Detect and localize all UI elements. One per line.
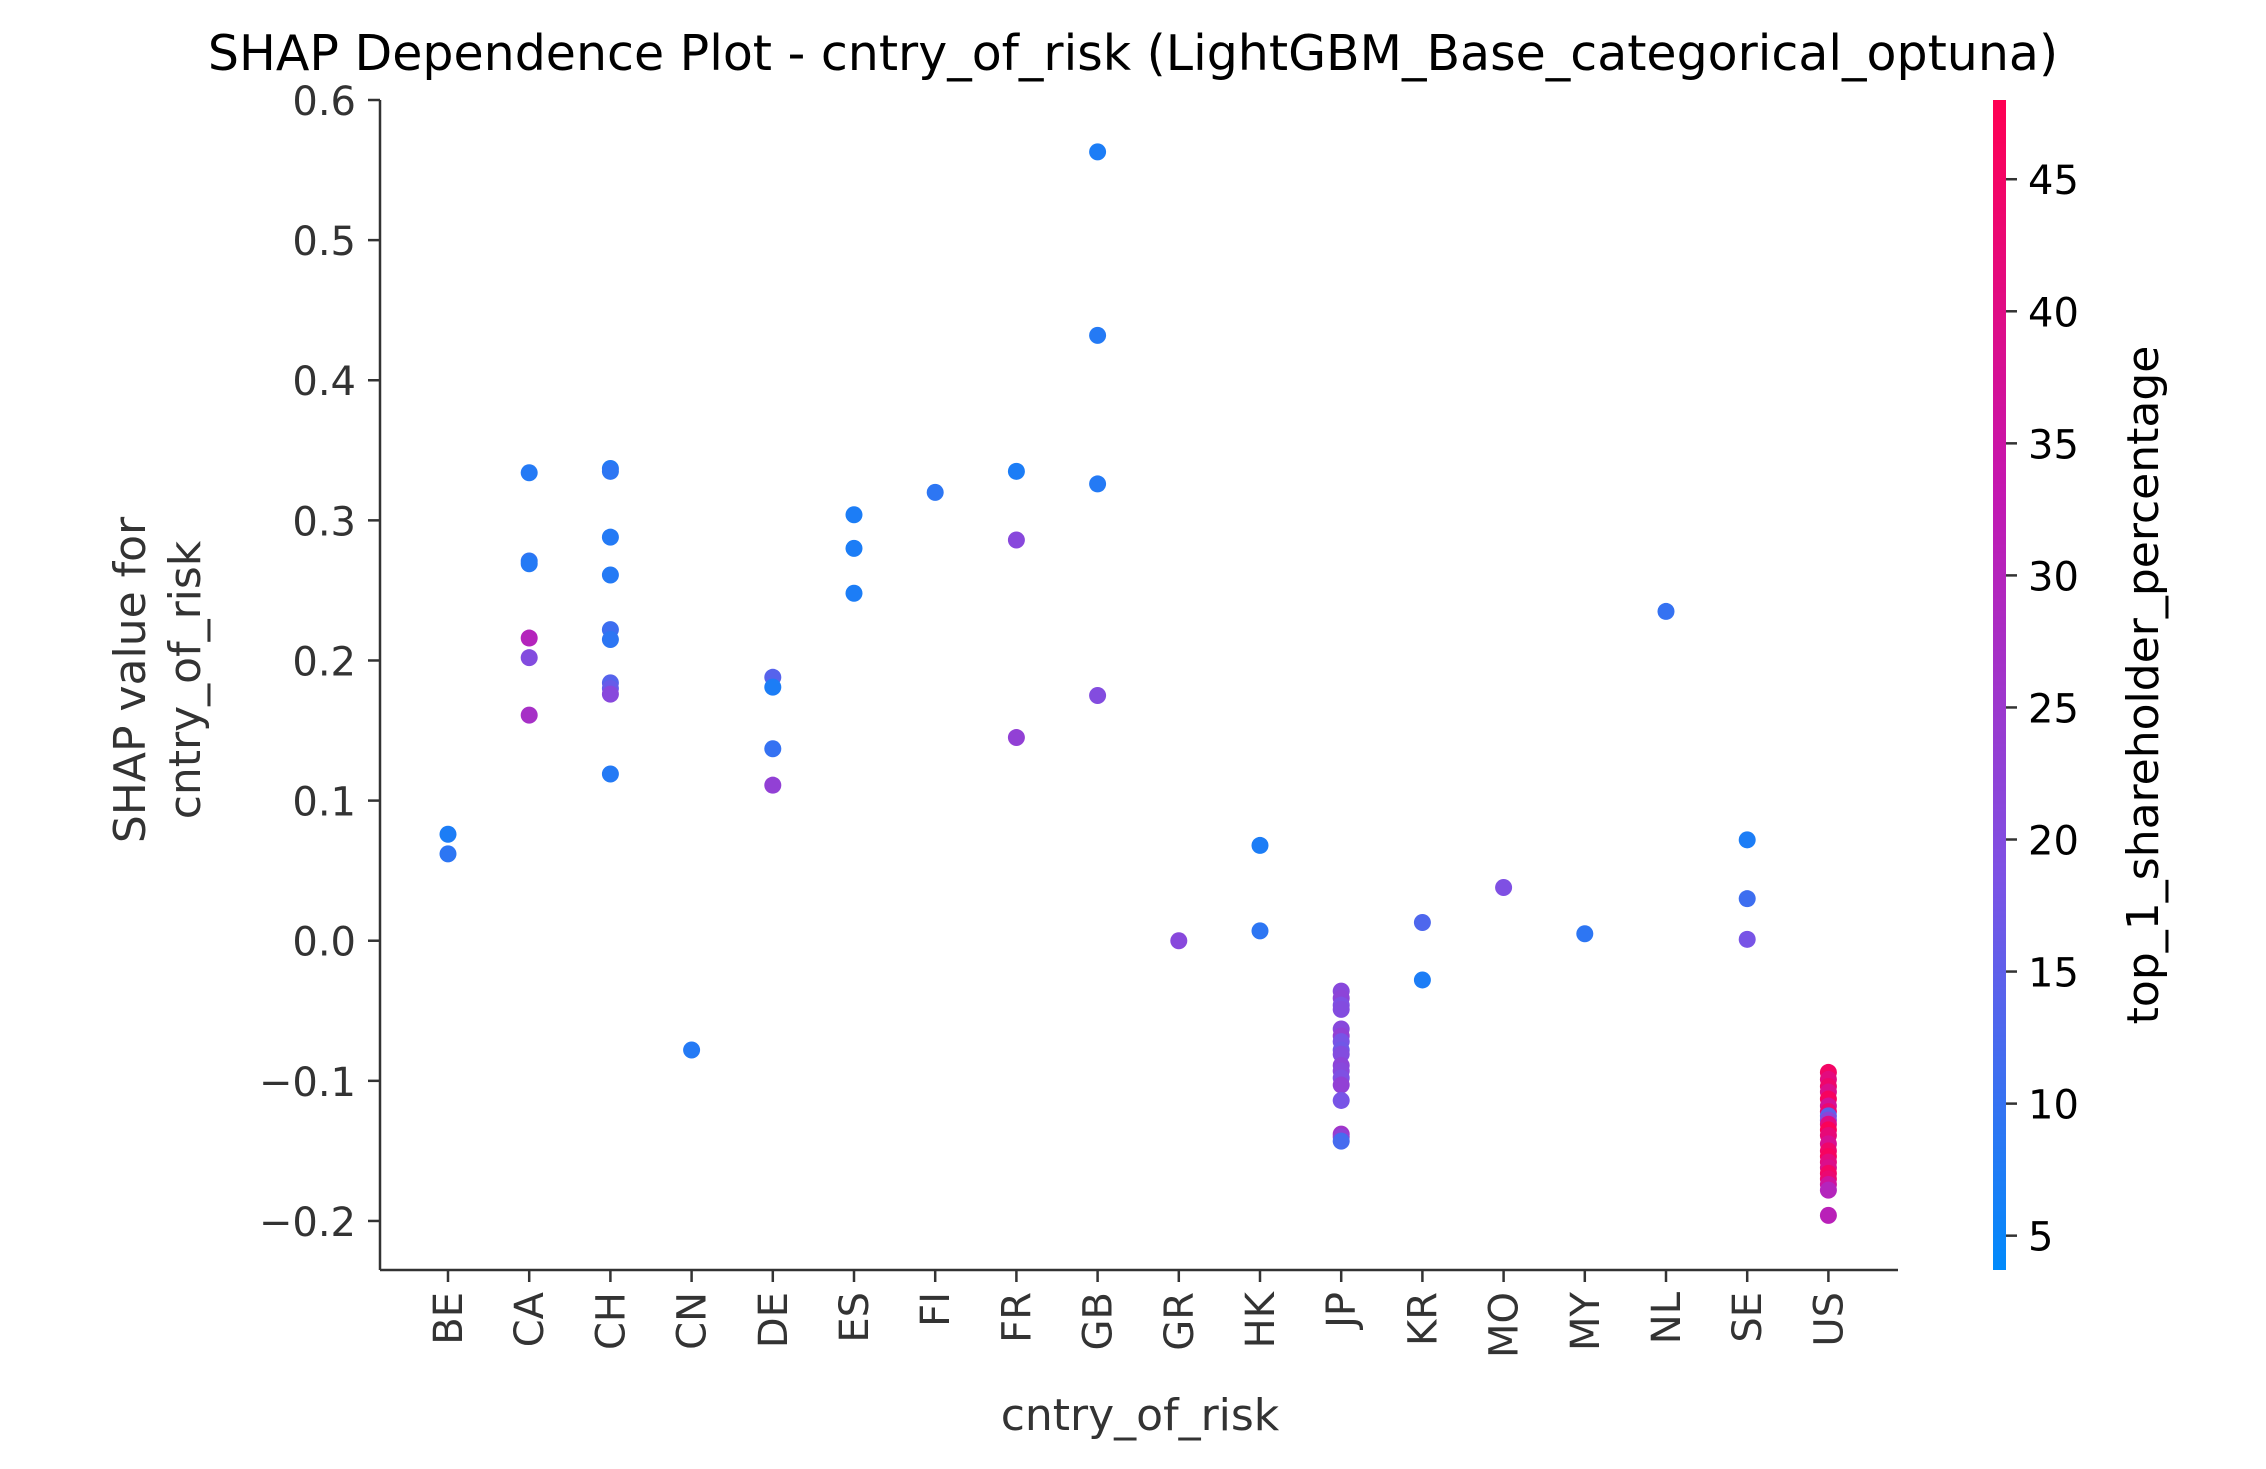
data-point [845,506,863,524]
y-tick-label: −0.2 [259,1200,356,1246]
colorbar-tick-label: 20 [2028,819,2079,865]
colorbar-tick-label: 45 [2028,158,2079,204]
data-point [601,566,619,584]
data-point [1170,932,1188,950]
colorbar-tick-label: 35 [2028,422,2079,468]
y-axis-label-line-2: cntry_of_risk [160,540,211,819]
data-point [926,483,944,501]
x-tick-label: KR [1400,1292,1446,1346]
data-point [439,825,457,843]
data-point [1251,836,1269,854]
colorbar-gradient [1993,100,2006,1270]
data-point [1738,831,1756,849]
plot-axes [378,100,1898,1272]
colorbar-tick-label: 25 [2028,686,2079,732]
data-point [1576,925,1594,943]
x-tick-label: MO [1482,1292,1528,1358]
data-point [1089,687,1107,705]
data-point [1251,922,1269,940]
data-point [1657,602,1675,620]
data-point [1495,878,1513,896]
data-point [1413,914,1431,932]
data-point [601,528,619,546]
data-point [1007,729,1025,747]
y-ticks: −0.2 −0.1 0.0 0.1 0.2 0.3 0.4 0.5 0.6 [259,79,380,1246]
data-point [764,776,782,794]
x-tick-label: GB [1076,1292,1122,1350]
data-point [1332,1000,1350,1018]
x-tick-label: HK [1238,1290,1284,1348]
y-tick-label: 0.2 [292,639,356,685]
data-point [520,555,538,573]
x-tick-label: CA [507,1291,553,1347]
x-tick-label: ES [832,1292,878,1343]
y-tick-label: 0.3 [292,499,356,545]
x-tick-label: CH [588,1292,634,1350]
colorbar-tick-label: 40 [2028,290,2079,336]
colorbar-tick-label: 5 [2028,1215,2053,1261]
data-point [845,584,863,602]
data-point [1089,475,1107,493]
y-tick-label: 0.6 [292,79,356,125]
data-point [683,1041,701,1059]
data-point [764,740,782,758]
data-point [1413,971,1431,989]
x-tick-label: US [1806,1292,1852,1347]
data-point [1819,1206,1837,1224]
x-tick-label: JP [1319,1292,1365,1331]
x-axis-label: cntry_of_risk [1001,1390,1280,1441]
x-tick-label: NL [1644,1291,1690,1344]
x-ticks: BE CA CH CN DE ES FI FR GB GR HK JP KR MO MY NL SE US [426,1270,1852,1358]
chart-title: SHAP Dependence Plot - cntry_of_risk (Li… [208,25,2058,82]
data-point [601,462,619,480]
x-tick-label: FI [913,1292,959,1327]
data-point [520,649,538,667]
x-tick-label: CN [670,1292,716,1350]
data-point [845,539,863,557]
y-tick-label: 0.1 [292,780,356,826]
y-axis-label-line-1: SHAP value for [105,516,156,843]
data-point [764,678,782,696]
data-point [1738,890,1756,908]
colorbar: 5 10 15 20 25 30 35 40 45 top_1_shareholder_perc… [1993,100,2169,1270]
y-tick-label: 0.0 [292,920,356,966]
data-point [1819,1181,1837,1199]
y-axis-label: SHAP value for cntry_of_risk [105,516,211,843]
data-point [601,765,619,783]
colorbar-tick-label: 15 [2028,951,2079,997]
y-tick-label: 0.5 [292,219,356,265]
colorbar-ticks: 5 10 15 20 25 30 35 40 45 [2006,158,2079,1261]
data-point [601,630,619,648]
x-tick-label: MY [1563,1291,1609,1351]
y-tick-label: −0.1 [259,1060,356,1106]
y-tick-label: 0.4 [292,359,356,405]
x-tick-label: DE [751,1292,797,1348]
data-point [1332,1132,1350,1150]
data-point [1332,1091,1350,1109]
data-point [1089,143,1107,161]
data-point [1332,1076,1350,1094]
data-point [520,629,538,647]
x-tick-label: SE [1725,1292,1771,1343]
data-point [439,845,457,863]
data-point [520,464,538,482]
x-tick-label: BE [426,1292,472,1345]
data-point [1007,462,1025,480]
data-point [520,706,538,724]
data-point [1007,531,1025,549]
x-tick-label: GR [1157,1292,1203,1351]
colorbar-tick-label: 30 [2028,554,2079,600]
x-tick-label: FR [994,1292,1040,1343]
data-point [601,685,619,703]
data-point [1738,930,1756,948]
colorbar-label: top_1_shareholder_percentage [2118,346,2169,1025]
colorbar-tick-label: 10 [2028,1083,2079,1129]
scatter-points [439,143,1837,1224]
data-point [1089,326,1107,344]
